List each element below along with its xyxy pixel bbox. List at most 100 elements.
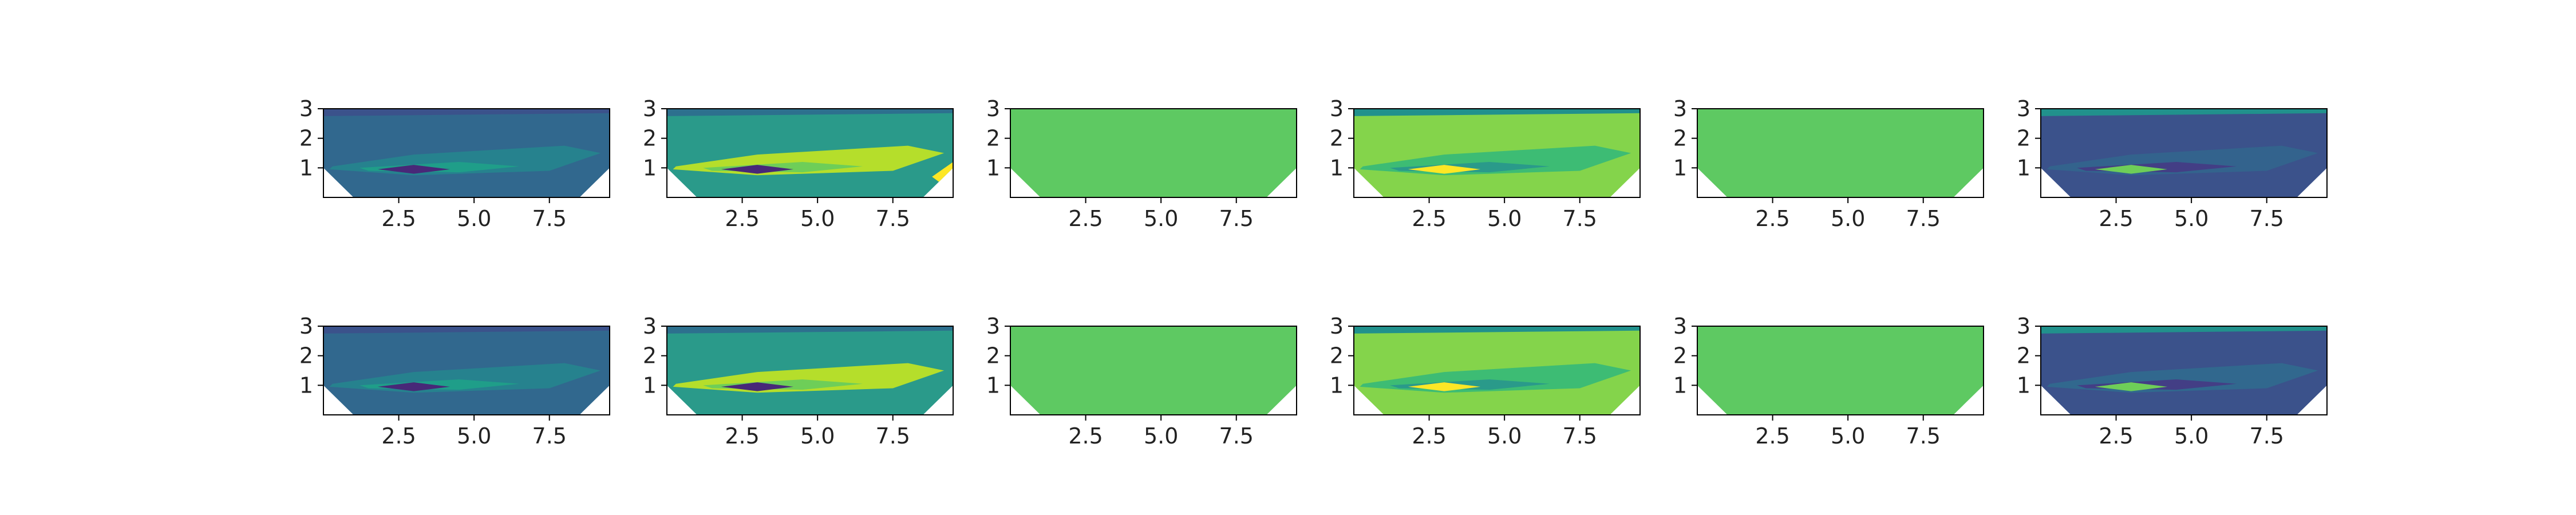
subplot-11: 2.5 5.0 7.5 1 2 3 — [1673, 314, 1984, 449]
y-tick-label: 1 — [2017, 373, 2030, 398]
contour-level-3 — [1354, 326, 1640, 334]
x-tick-label: 7.5 — [1563, 206, 1597, 231]
axes-frame — [1010, 326, 1297, 415]
x-tick-label: 5.0 — [1487, 206, 1522, 231]
y-tick-label: 3 — [1330, 96, 1344, 121]
y-tick-label: 2 — [299, 343, 313, 369]
y-tick-label: 3 — [986, 314, 1000, 339]
y-tick-label: 3 — [299, 96, 313, 121]
y-tick-label: 3 — [1673, 314, 1687, 339]
y-tick-label: 1 — [1673, 155, 1687, 180]
contour-base — [1697, 326, 1984, 415]
x-tick-label: 5.0 — [1831, 206, 1865, 231]
contour-level-3 — [667, 109, 953, 116]
axes-frame — [666, 108, 954, 198]
y-tick-label: 2 — [986, 343, 1000, 369]
y-tick-label: 2 — [1673, 126, 1687, 151]
x-tick-label: 5.0 — [1144, 423, 1178, 449]
y-tick-label: 1 — [299, 155, 313, 180]
contour-field — [323, 326, 610, 415]
x-tick-label: 7.5 — [2250, 206, 2284, 231]
y-tick-label: 1 — [986, 155, 1000, 180]
contour-field — [1697, 326, 1984, 415]
x-tick-label: 5.0 — [457, 206, 491, 231]
axes-frame — [2040, 326, 2328, 415]
y-tick-label: 2 — [643, 126, 657, 151]
x-tick-label: 2.5 — [2099, 423, 2133, 449]
contour-level-3 — [2041, 109, 2327, 116]
x-tick-label: 7.5 — [1219, 423, 1254, 449]
contour-level-4 — [2095, 382, 2168, 391]
subplot-3: 2.5 5.0 7.5 1 2 3 — [986, 96, 1297, 231]
subplot-10: 2.5 5.0 7.5 1 2 3 — [1330, 314, 1641, 449]
contour-level-4 — [1408, 382, 1481, 391]
subplot-7: 2.5 5.0 7.5 1 2 3 — [299, 314, 610, 449]
subplot-8: 2.5 5.0 7.5 1 2 3 — [643, 314, 954, 449]
x-tick-label: 5.0 — [457, 423, 491, 449]
y-tick-label: 1 — [643, 155, 657, 180]
y-tick-label: 2 — [1330, 343, 1344, 369]
x-tick-label: 2.5 — [725, 423, 759, 449]
subplot-9: 2.5 5.0 7.5 1 2 3 — [986, 314, 1297, 449]
y-tick-label: 3 — [2017, 96, 2030, 121]
y-tick-label: 2 — [299, 126, 313, 151]
contour-base — [1010, 109, 1297, 197]
axes-frame — [1697, 326, 1984, 415]
x-tick-label: 5.0 — [1487, 423, 1522, 449]
x-tick-label: 7.5 — [876, 206, 910, 231]
contour-field — [667, 109, 953, 197]
x-tick-label: 2.5 — [2099, 206, 2133, 231]
contour-level-4 — [377, 382, 451, 391]
x-tick-label: 7.5 — [1906, 206, 1941, 231]
x-tick-label: 7.5 — [532, 206, 567, 231]
axes-frame — [666, 326, 954, 415]
y-tick-label: 3 — [986, 96, 1000, 121]
x-tick-label: 5.0 — [2174, 206, 2208, 231]
x-tick-label: 7.5 — [876, 423, 910, 449]
contour-level-4 — [2095, 165, 2168, 174]
x-tick-label: 2.5 — [381, 206, 416, 231]
contour-field — [1697, 109, 1984, 197]
y-tick-label: 1 — [1330, 373, 1344, 398]
x-tick-label: 2.5 — [1068, 423, 1103, 449]
contour-level-3 — [667, 326, 953, 334]
y-tick-label: 2 — [1673, 343, 1687, 369]
x-tick-label: 2.5 — [1068, 206, 1103, 231]
subplot-6: 2.5 5.0 7.5 1 2 3 — [2017, 96, 2328, 231]
axes-frame — [2040, 108, 2328, 198]
y-tick-label: 2 — [2017, 343, 2030, 369]
contour-level-4 — [721, 165, 794, 174]
subplot-2: 2.5 5.0 7.5 1 2 3 — [643, 96, 954, 231]
contour-field — [1010, 109, 1297, 197]
contour-field — [1010, 326, 1297, 415]
y-tick-label: 1 — [643, 373, 657, 398]
contour-base — [1010, 326, 1297, 415]
subplot-1: 2.5 5.0 7.5 1 2 3 — [299, 96, 610, 231]
y-tick-label: 1 — [1673, 373, 1687, 398]
axes-frame — [323, 108, 610, 198]
x-tick-label: 5.0 — [2174, 423, 2208, 449]
contour-level-3 — [2041, 326, 2327, 334]
contour-level-4 — [721, 382, 794, 391]
y-tick-label: 1 — [986, 373, 1000, 398]
contour-level-4 — [377, 165, 451, 174]
x-tick-label: 7.5 — [2250, 423, 2284, 449]
x-tick-label: 7.5 — [1563, 423, 1597, 449]
axes-frame — [1353, 326, 1641, 415]
x-tick-label: 2.5 — [381, 423, 416, 449]
y-tick-label: 3 — [2017, 314, 2030, 339]
contour-field — [2041, 109, 2327, 197]
contour-field — [1354, 326, 1640, 415]
subplot-4: 2.5 5.0 7.5 1 2 3 — [1330, 96, 1641, 231]
axes-frame — [1010, 108, 1297, 198]
x-tick-label: 2.5 — [1412, 206, 1446, 231]
subplot-5: 2.5 5.0 7.5 1 2 3 — [1673, 96, 1984, 231]
contour-level-3 — [323, 326, 610, 334]
subplot-12: 2.5 5.0 7.5 1 2 3 — [2017, 314, 2328, 449]
y-tick-label: 2 — [986, 126, 1000, 151]
axes-frame — [1697, 108, 1984, 198]
contour-base — [1697, 109, 1984, 197]
contour-field — [667, 326, 953, 415]
contour-field — [1354, 109, 1640, 197]
